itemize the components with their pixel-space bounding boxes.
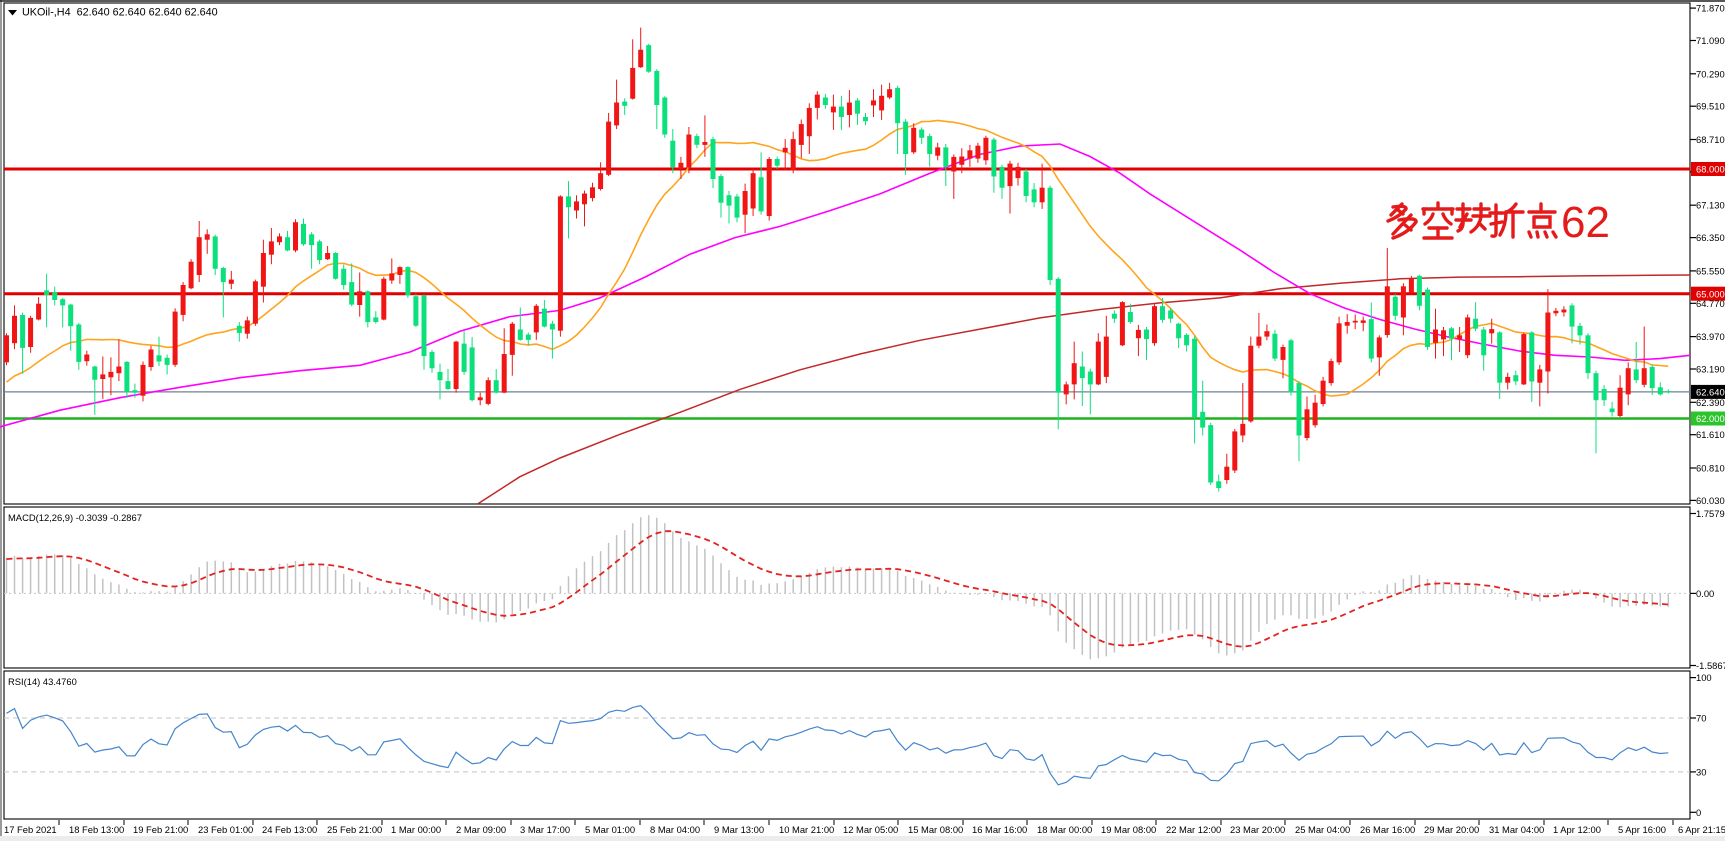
svg-text:25 Feb 21:00: 25 Feb 21:00 — [327, 824, 382, 835]
svg-text:66.350: 66.350 — [1696, 232, 1725, 243]
svg-text:5 Apr 16:00: 5 Apr 16:00 — [1618, 824, 1666, 835]
svg-text:26 Mar 16:00: 26 Mar 16:00 — [1360, 824, 1415, 835]
svg-text:9 Mar 13:00: 9 Mar 13:00 — [714, 824, 764, 835]
svg-text:70.290: 70.290 — [1696, 68, 1725, 79]
svg-text:68.000: 68.000 — [1696, 164, 1725, 175]
svg-text:0.00: 0.00 — [1696, 588, 1714, 599]
svg-text:5 Mar 01:00: 5 Mar 01:00 — [585, 824, 635, 835]
svg-text:64.770: 64.770 — [1696, 298, 1725, 309]
svg-text:63.190: 63.190 — [1696, 364, 1725, 375]
svg-text:UKOil-,H4 62.640 62.640 62.64: UKOil-,H4 62.640 62.640 62.640 62.640 — [22, 7, 218, 19]
svg-text:63.970: 63.970 — [1696, 331, 1725, 342]
svg-text:16 Mar 16:00: 16 Mar 16:00 — [972, 824, 1027, 835]
svg-text:RSI(14) 43.4760: RSI(14) 43.4760 — [8, 676, 77, 687]
svg-text:-1.5867: -1.5867 — [1696, 660, 1725, 671]
svg-text:31 Mar 04:00: 31 Mar 04:00 — [1489, 824, 1544, 835]
svg-text:1.7579: 1.7579 — [1696, 508, 1725, 519]
svg-text:19 Feb 21:00: 19 Feb 21:00 — [133, 824, 188, 835]
svg-text:61.610: 61.610 — [1696, 429, 1725, 440]
svg-text:65.000: 65.000 — [1696, 288, 1725, 299]
svg-text:30: 30 — [1696, 766, 1706, 777]
svg-text:1 Apr 12:00: 1 Apr 12:00 — [1553, 824, 1601, 835]
svg-text:71.090: 71.090 — [1696, 35, 1725, 46]
svg-text:70: 70 — [1696, 713, 1706, 724]
svg-text:3 Mar 17:00: 3 Mar 17:00 — [520, 824, 570, 835]
svg-text:10 Mar 21:00: 10 Mar 21:00 — [779, 824, 834, 835]
svg-text:24 Feb 13:00: 24 Feb 13:00 — [262, 824, 317, 835]
svg-text:18 Feb 13:00: 18 Feb 13:00 — [69, 824, 124, 835]
svg-text:68.710: 68.710 — [1696, 134, 1725, 145]
svg-text:0: 0 — [1696, 807, 1701, 818]
svg-text:2 Mar 09:00: 2 Mar 09:00 — [456, 824, 506, 835]
svg-text:65.550: 65.550 — [1696, 265, 1725, 276]
svg-text:18 Mar 00:00: 18 Mar 00:00 — [1037, 824, 1092, 835]
svg-text:29 Mar 20:00: 29 Mar 20:00 — [1424, 824, 1479, 835]
svg-text:22 Mar 12:00: 22 Mar 12:00 — [1166, 824, 1221, 835]
svg-text:62.390: 62.390 — [1696, 397, 1725, 408]
svg-text:67.130: 67.130 — [1696, 200, 1725, 211]
svg-text:MACD(12,26,9) -0.3039 -0.2867: MACD(12,26,9) -0.3039 -0.2867 — [8, 512, 142, 523]
svg-text:8 Mar 04:00: 8 Mar 04:00 — [650, 824, 700, 835]
svg-text:23 Mar 20:00: 23 Mar 20:00 — [1230, 824, 1285, 835]
svg-text:69.510: 69.510 — [1696, 101, 1725, 112]
svg-text:62: 62 — [1561, 198, 1610, 247]
svg-text:100: 100 — [1696, 672, 1712, 683]
svg-text:60.030: 60.030 — [1696, 495, 1725, 506]
svg-text:62.640: 62.640 — [1696, 387, 1725, 398]
svg-text:12 Mar 05:00: 12 Mar 05:00 — [843, 824, 898, 835]
svg-text:17 Feb 2021: 17 Feb 2021 — [4, 824, 57, 835]
svg-text:62.000: 62.000 — [1696, 413, 1725, 424]
svg-text:25 Mar 04:00: 25 Mar 04:00 — [1295, 824, 1350, 835]
svg-text:19 Mar 08:00: 19 Mar 08:00 — [1101, 824, 1156, 835]
svg-text:15 Mar 08:00: 15 Mar 08:00 — [908, 824, 963, 835]
svg-text:1 Mar 00:00: 1 Mar 00:00 — [391, 824, 441, 835]
svg-text:6 Apr 21:15: 6 Apr 21:15 — [1678, 824, 1725, 835]
svg-text:23 Feb 01:00: 23 Feb 01:00 — [198, 824, 253, 835]
svg-text:71.870: 71.870 — [1696, 3, 1725, 14]
svg-text:60.810: 60.810 — [1696, 463, 1725, 474]
